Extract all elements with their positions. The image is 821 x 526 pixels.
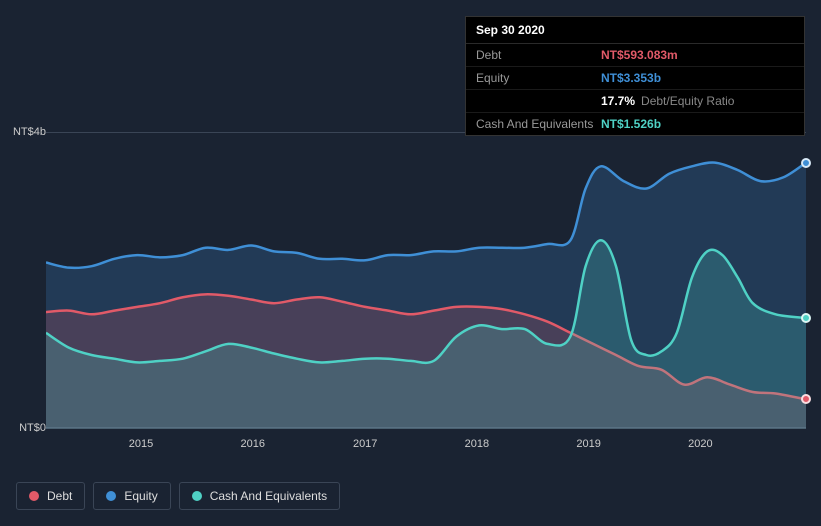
tooltip-row-label: Debt <box>476 48 601 62</box>
chart-legend: Debt Equity Cash And Equivalents <box>16 482 340 510</box>
series-end-marker <box>801 313 811 323</box>
x-axis-label: 2017 <box>353 438 377 450</box>
legend-item[interactable]: Equity <box>93 482 170 510</box>
tooltip-rows: DebtNT$593.083mEquityNT$3.353b17.7%Debt/… <box>466 44 804 135</box>
legend-item[interactable]: Cash And Equivalents <box>179 482 340 510</box>
x-axis-label: 2019 <box>576 438 600 450</box>
legend-item[interactable]: Debt <box>16 482 85 510</box>
tooltip-row: Cash And EquivalentsNT$1.526b <box>466 113 804 135</box>
x-axis: 2015 2016 2017 2018 2019 2020 <box>46 438 806 458</box>
tooltip-row-label <box>476 94 601 108</box>
tooltip-row: EquityNT$3.353b <box>466 67 804 90</box>
series-end-marker <box>801 158 811 168</box>
x-axis-label: 2016 <box>240 438 264 450</box>
tooltip-row-label: Cash And Equivalents <box>476 117 601 131</box>
series-end-marker <box>801 394 811 404</box>
chart-plot-area[interactable] <box>46 132 806 428</box>
chart-tooltip: Sep 30 2020 DebtNT$593.083mEquityNT$3.35… <box>465 16 805 136</box>
legend-swatch-icon <box>106 491 116 501</box>
legend-label: Cash And Equivalents <box>210 489 327 503</box>
tooltip-row-value: 17.7%Debt/Equity Ratio <box>601 94 734 108</box>
tooltip-row-extra: Debt/Equity Ratio <box>641 94 734 108</box>
tooltip-row-value: NT$1.526b <box>601 117 661 131</box>
x-axis-label: 2015 <box>129 438 153 450</box>
legend-swatch-icon <box>29 491 39 501</box>
y-axis-label: NT$4b <box>13 126 46 138</box>
tooltip-date: Sep 30 2020 <box>466 17 804 44</box>
tooltip-row: 17.7%Debt/Equity Ratio <box>466 90 804 113</box>
x-axis-label: 2018 <box>465 438 489 450</box>
legend-label: Equity <box>124 489 157 503</box>
y-axis-label: NT$0 <box>19 422 46 434</box>
legend-swatch-icon <box>192 491 202 501</box>
tooltip-row-value: NT$593.083m <box>601 48 678 62</box>
legend-label: Debt <box>47 489 72 503</box>
tooltip-row-label: Equity <box>476 71 601 85</box>
tooltip-row-value: NT$3.353b <box>601 71 661 85</box>
financial-chart: NT$4bNT$0 201520162017201820192020 <box>16 120 806 440</box>
tooltip-row: DebtNT$593.083m <box>466 44 804 67</box>
x-axis-label: 2020 <box>688 438 712 450</box>
